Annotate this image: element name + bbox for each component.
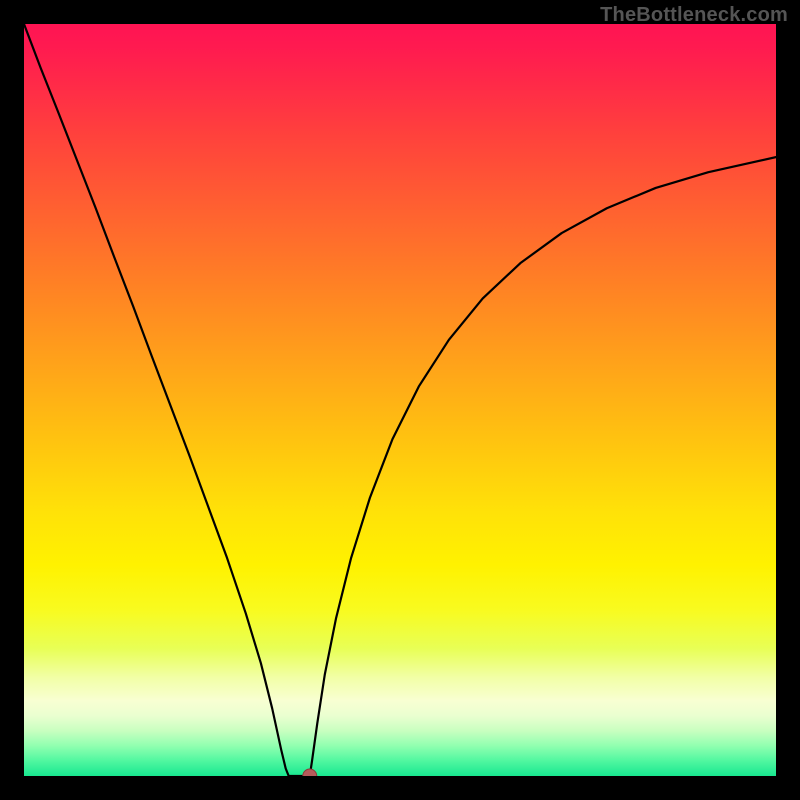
- bottleneck-curve-chart: [0, 0, 800, 800]
- chart-container: TheBottleneck.com: [0, 0, 800, 800]
- watermark-text: TheBottleneck.com: [600, 4, 788, 27]
- chart-background-gradient: [24, 24, 776, 776]
